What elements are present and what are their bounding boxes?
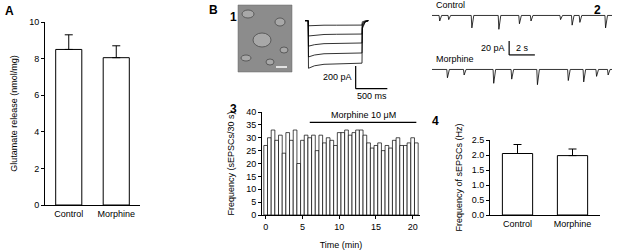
svg-text:Control: Control xyxy=(436,0,465,10)
svg-text:3: 3 xyxy=(230,102,237,116)
svg-text:Control: Control xyxy=(503,219,532,229)
svg-text:15: 15 xyxy=(246,172,256,182)
svg-text:B: B xyxy=(209,3,218,17)
svg-text:2: 2 xyxy=(594,3,601,17)
svg-text:10: 10 xyxy=(29,17,39,27)
svg-text:1.0: 1.0 xyxy=(472,180,485,190)
svg-text:4: 4 xyxy=(34,127,39,137)
svg-text:25: 25 xyxy=(246,146,256,156)
svg-text:Glutamate release (nmol/mg): Glutamate release (nmol/mg) xyxy=(9,55,19,172)
svg-text:A: A xyxy=(5,4,14,18)
svg-text:Morphine: Morphine xyxy=(554,219,592,229)
svg-text:20 pA: 20 pA xyxy=(481,43,505,53)
svg-text:Time (min): Time (min) xyxy=(320,240,363,250)
svg-text:4: 4 xyxy=(432,114,439,128)
svg-text:5: 5 xyxy=(300,222,305,232)
svg-text:2.5: 2.5 xyxy=(472,135,485,145)
svg-text:0: 0 xyxy=(34,200,39,210)
svg-text:20: 20 xyxy=(408,222,418,232)
svg-text:2.0: 2.0 xyxy=(472,150,485,160)
svg-text:500 ms: 500 ms xyxy=(357,91,387,101)
svg-text:0: 0 xyxy=(263,222,268,232)
svg-text:Frequency of sEPSCs (Hz): Frequency of sEPSCs (Hz) xyxy=(454,123,464,231)
svg-text:40: 40 xyxy=(246,107,256,117)
svg-text:6: 6 xyxy=(34,90,39,100)
svg-text:2 s: 2 s xyxy=(516,43,529,53)
svg-text:5: 5 xyxy=(251,197,256,207)
svg-text:200 pA: 200 pA xyxy=(323,72,352,82)
svg-text:10: 10 xyxy=(246,184,256,194)
svg-text:1.5: 1.5 xyxy=(472,165,485,175)
svg-text:1: 1 xyxy=(230,10,237,24)
svg-text:Morphine 10 μM: Morphine 10 μM xyxy=(331,110,396,120)
svg-text:30: 30 xyxy=(246,133,256,143)
svg-text:Control: Control xyxy=(54,209,83,219)
svg-text:15: 15 xyxy=(371,222,381,232)
svg-text:0.5: 0.5 xyxy=(472,195,485,205)
svg-text:10: 10 xyxy=(334,222,344,232)
svg-text:Morphine: Morphine xyxy=(97,209,135,219)
svg-text:Frequency (sEPSCs/30 s): Frequency (sEPSCs/30 s) xyxy=(226,111,236,215)
svg-text:8: 8 xyxy=(34,54,39,64)
svg-text:0.0: 0.0 xyxy=(472,210,485,220)
svg-text:0: 0 xyxy=(251,210,256,220)
svg-text:20: 20 xyxy=(246,159,256,169)
svg-text:Morphine: Morphine xyxy=(436,54,474,64)
svg-text:2: 2 xyxy=(34,164,39,174)
svg-text:35: 35 xyxy=(246,120,256,130)
